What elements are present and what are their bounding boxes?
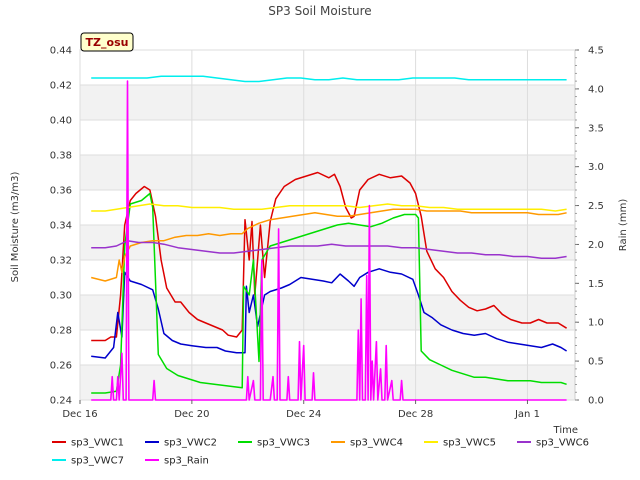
y-tick-label: 0.28 (50, 326, 72, 337)
y2-tick-label: 3.0 (588, 162, 604, 173)
sp3_Rain-series-line (91, 80, 567, 401)
station-badge-box (80, 32, 134, 52)
legend-label-sp3_Rain: sp3_Rain (164, 456, 209, 467)
y-tick-label: 0.24 (50, 396, 72, 407)
y2-tick-label: 3.5 (588, 123, 604, 134)
y-tick-label: 0.32 (50, 256, 72, 267)
y-tick-label: 0.44 (50, 46, 72, 57)
y2-tick-label: 1.0 (588, 318, 604, 329)
x-tick-label: Dec 24 (286, 409, 321, 420)
y2-tick-label: 4.0 (588, 84, 604, 95)
legend-label-sp3_VWC5: sp3_VWC5 (443, 438, 496, 449)
background-band (80, 155, 575, 190)
y-tick-label: 0.42 (50, 81, 72, 92)
sp3_VWC6-series-line (91, 239, 567, 260)
y2-tick-label: 2.0 (588, 240, 604, 251)
sp3_VWC3-series-line (91, 192, 567, 394)
station-badge: TZ_osu (80, 32, 134, 52)
sp3_VWC1-series-line (91, 171, 567, 342)
sp3_VWC4-series-line (91, 208, 567, 282)
x-tick-label: Dec 20 (174, 409, 209, 420)
background-band (80, 85, 575, 120)
y2-tick-label: 2.5 (588, 201, 604, 212)
y2-tick-label: 1.5 (588, 279, 604, 290)
chart-title: SP3 Soil Moisture (268, 4, 371, 18)
legend-label-sp3_VWC7: sp3_VWC7 (71, 456, 124, 467)
sp3_VWC5-series-line (91, 203, 567, 212)
background-band (80, 120, 575, 155)
y-tick-label: 0.40 (50, 116, 72, 127)
y-tick-label: 0.30 (50, 291, 72, 302)
station-badge-label: TZ_osu (86, 36, 129, 49)
y-tick-label: 0.38 (50, 151, 72, 162)
legend-label-sp3_VWC1: sp3_VWC1 (71, 438, 124, 449)
axes: 0.24 0.26 0.28 0.30 0.32 0.34 0.36 0.38 0.40 0.42… (50, 46, 604, 421)
background-band (80, 190, 575, 225)
x-tick-label: Dec 16 (62, 409, 97, 420)
y-axis-title: Soil Moisture (m3/m3) (10, 172, 21, 283)
legend-label-sp3_VWC3: sp3_VWC3 (257, 438, 310, 449)
sp3_VWC2-series-line (91, 268, 567, 359)
background-band (80, 365, 575, 400)
x-tick-label: Jan 1 (514, 409, 540, 420)
y-tick-label: 0.34 (50, 221, 72, 232)
y2-axis-title: Rain (mm) (618, 199, 629, 252)
legend-label-sp3_VWC6: sp3_VWC6 (536, 438, 589, 449)
series-lines (91, 75, 567, 401)
legend: sp3_VWC1 sp3_VWC2 sp3_VWC3 sp3_VWC4 sp3_VWC5… (52, 438, 589, 467)
y2-tick-label: 0.5 (588, 357, 604, 368)
sp3_VWC7-series-line (91, 75, 567, 83)
x-tick-label: Dec 28 (398, 409, 433, 420)
legend-label-sp3_VWC2: sp3_VWC2 (164, 438, 217, 449)
y2-tick-label: 0.0 (588, 396, 604, 407)
y2-tick-label: 4.5 (588, 46, 604, 57)
background-band (80, 330, 575, 365)
x-axis-title: Time (553, 425, 578, 436)
y-tick-label: 0.36 (50, 186, 72, 197)
y-tick-label: 0.26 (50, 361, 72, 372)
legend-label-sp3_VWC4: sp3_VWC4 (350, 438, 403, 449)
